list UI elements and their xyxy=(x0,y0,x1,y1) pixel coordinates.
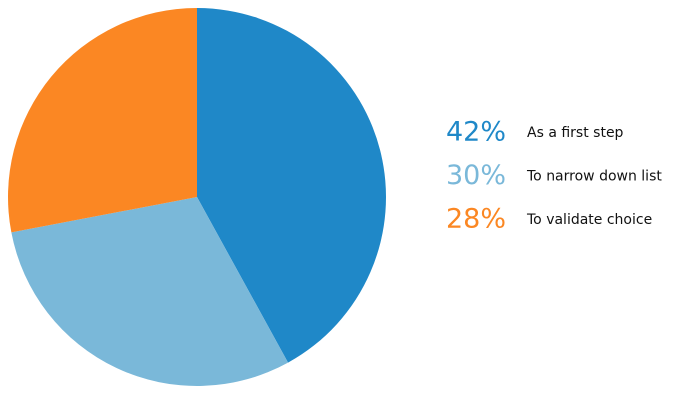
legend-label: To validate choice xyxy=(526,212,652,228)
pie-slice xyxy=(197,8,386,363)
legend-value: 42% xyxy=(446,117,506,148)
pie-slice xyxy=(7,7,197,233)
legend-value: 30% xyxy=(446,160,506,191)
legend-label: As a first step xyxy=(527,125,624,141)
legend-label: To narrow down list xyxy=(526,169,662,185)
legend-value: 28% xyxy=(446,204,506,235)
pie-slice xyxy=(11,197,289,386)
